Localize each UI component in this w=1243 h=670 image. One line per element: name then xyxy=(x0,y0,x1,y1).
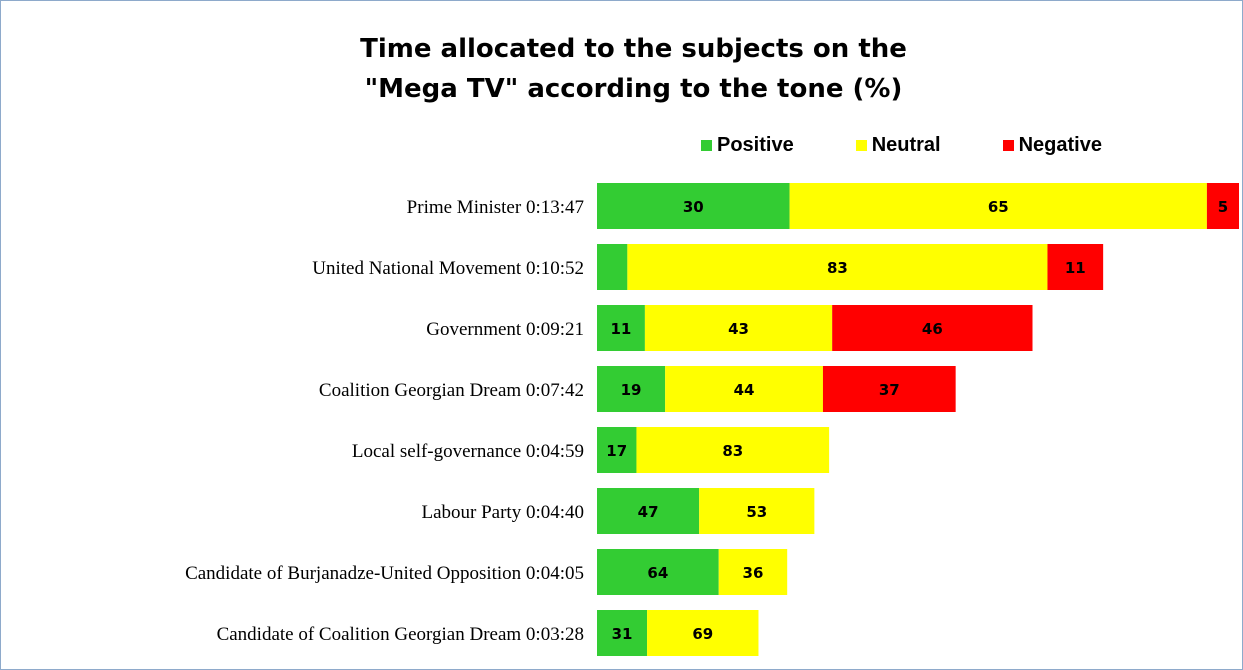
data-label-positive-labour-party: 47 xyxy=(638,503,659,521)
chart-title: Time allocated to the subjects on the "M… xyxy=(1,29,1243,109)
legend-label-negative: Negative xyxy=(1018,133,1102,156)
legend-swatch-neutral xyxy=(855,139,867,151)
bar-neutral-local-self-governance xyxy=(636,427,830,473)
chart-title-line1: Time allocated to the subjects on the xyxy=(360,34,907,64)
data-label-positive-coalition-georgian-dream: 19 xyxy=(621,381,642,399)
category-label-prime-minister: Prime Minister 0:13:47 xyxy=(407,197,584,218)
bar-positive-candidate-of-coalition-georgian-dream xyxy=(597,610,648,656)
bar-positive-local-self-governance xyxy=(597,427,637,473)
data-label-positive-candidate-of-burjanadze-united-opposition: 64 xyxy=(647,564,668,582)
legend-label-positive: Positive xyxy=(717,133,794,156)
bar-negative-united-national-movement xyxy=(1047,244,1104,290)
bar-positive-labour-party xyxy=(597,488,700,534)
category-label-local-self-governance: Local self-governance 0:04:59 xyxy=(352,441,584,462)
bar-neutral-government xyxy=(644,305,833,351)
legend-swatch-positive xyxy=(701,139,712,151)
category-label-government: Government 0:09:21 xyxy=(426,319,584,340)
category-label-coalition-georgian-dream: Coalition Georgian Dream 0:07:42 xyxy=(319,380,584,401)
bar-positive-prime-minister xyxy=(597,183,790,229)
legend-item-negative: Negative xyxy=(1002,133,1102,157)
chart-title-line2: "Mega TV" according to the tone (%) xyxy=(364,74,903,104)
legend-item-positive: Positive xyxy=(701,134,794,157)
bar-positive-coalition-georgian-dream xyxy=(597,366,666,412)
data-label-negative-united-national-movement: 11 xyxy=(1065,259,1086,277)
data-label-neutral-united-national-movement: 83 xyxy=(827,259,848,277)
data-label-neutral-local-self-governance: 83 xyxy=(722,442,743,460)
bar-neutral-coalition-georgian-dream xyxy=(665,366,823,412)
legend-item-neutral: Neutral xyxy=(855,133,941,157)
bar-neutral-prime-minister xyxy=(789,183,1207,229)
data-label-neutral-candidate-of-burjanadze-united-opposition: 36 xyxy=(743,564,764,582)
data-label-positive-local-self-governance: 17 xyxy=(606,442,627,460)
data-label-neutral-candidate-of-coalition-georgian-dream: 69 xyxy=(692,625,713,643)
bar-neutral-candidate-of-burjanadze-united-opposition xyxy=(718,549,788,595)
data-label-negative-prime-minister: 5 xyxy=(1218,198,1228,216)
bar-neutral-united-national-movement xyxy=(627,244,1048,290)
data-label-neutral-prime-minister: 65 xyxy=(988,198,1009,216)
bar-positive-government xyxy=(597,305,645,351)
bar-negative-prime-minister xyxy=(1206,183,1239,229)
category-label-united-national-movement: United National Movement 0:10:52 xyxy=(312,258,584,279)
category-label-candidate-of-coalition-georgian-dream: Candidate of Coalition Georgian Dream 0:… xyxy=(217,624,584,645)
legend-swatch-negative xyxy=(1002,139,1014,151)
category-label-labour-party: Labour Party 0:04:40 xyxy=(421,502,584,523)
bar-positive-united-national-movement xyxy=(597,244,628,290)
bar-neutral-labour-party xyxy=(699,488,815,534)
data-label-neutral-government: 43 xyxy=(728,320,749,338)
data-label-positive-candidate-of-coalition-georgian-dream: 31 xyxy=(612,625,633,643)
bar-neutral-candidate-of-coalition-georgian-dream xyxy=(647,610,759,656)
chart-legend: Positive Neutral Negative xyxy=(701,131,1102,159)
category-label-candidate-of-burjanadze-united-opposition: Candidate of Burjanadze-United Oppositio… xyxy=(185,563,584,584)
data-label-neutral-labour-party: 53 xyxy=(746,503,767,521)
data-label-positive-prime-minister: 30 xyxy=(683,198,704,216)
legend-label-neutral: Neutral xyxy=(871,133,941,156)
data-label-neutral-coalition-georgian-dream: 44 xyxy=(734,381,755,399)
bar-negative-government xyxy=(832,305,1033,351)
data-label-positive-government: 11 xyxy=(611,320,632,338)
bar-negative-coalition-georgian-dream xyxy=(822,366,956,412)
data-label-negative-coalition-georgian-dream: 37 xyxy=(879,381,900,399)
data-label-negative-government: 46 xyxy=(922,320,943,338)
bar-positive-candidate-of-burjanadze-united-opposition xyxy=(597,549,719,595)
